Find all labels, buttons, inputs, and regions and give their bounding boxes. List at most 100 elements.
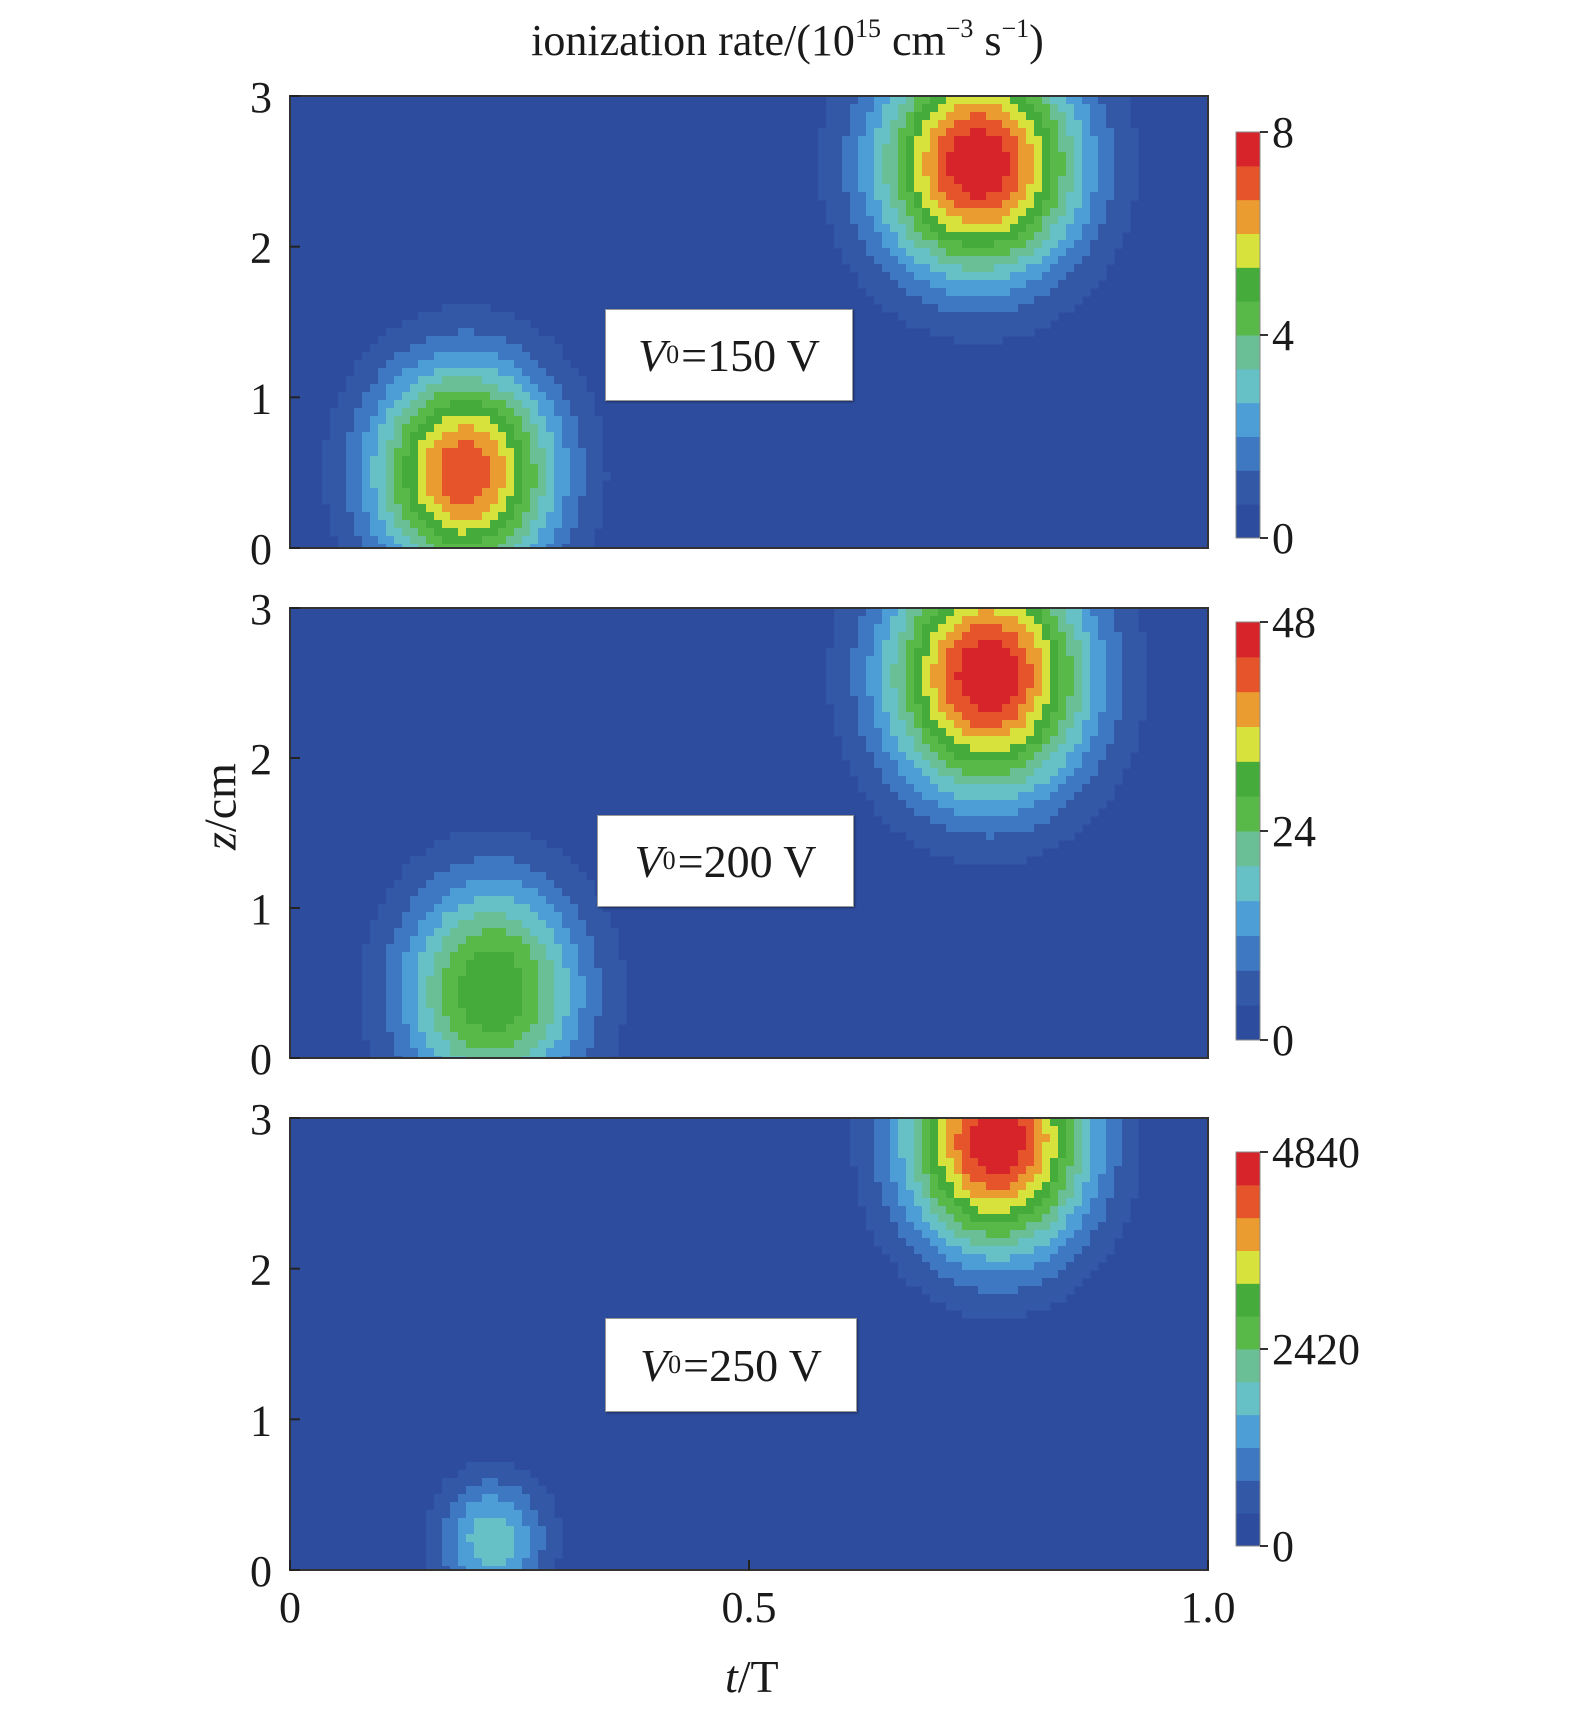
heatmap-cell <box>370 352 379 361</box>
heatmap-cell <box>890 1190 899 1199</box>
heatmap-cell <box>970 152 979 161</box>
heatmap-cell <box>418 1040 427 1049</box>
heatmap-cell <box>594 440 603 449</box>
heatmap-cell <box>994 96 1003 105</box>
heatmap-cell <box>498 1470 507 1479</box>
heatmap-cell <box>378 520 387 529</box>
heatmap-cell <box>1058 712 1067 721</box>
heatmap-cell <box>450 976 459 985</box>
heatmap-cell <box>986 768 995 777</box>
heatmap-cell <box>850 704 859 713</box>
heatmap-cell <box>418 872 427 881</box>
heatmap-cell <box>954 1166 963 1175</box>
heatmap-cell <box>1082 1142 1091 1151</box>
heatmap-cell <box>1098 648 1107 657</box>
heatmap-cell <box>1034 1230 1043 1239</box>
heatmap-cell <box>1018 776 1027 785</box>
heatmap-cell <box>426 1550 435 1559</box>
heatmap-cell <box>954 96 963 105</box>
heatmap-cell <box>970 1262 979 1271</box>
colorbar-segment <box>1236 233 1260 268</box>
heatmap-cell <box>874 1158 883 1167</box>
heatmap-cell <box>850 112 859 121</box>
heatmap-cell <box>338 520 347 529</box>
heatmap-cell <box>586 992 595 1001</box>
heatmap-cell <box>362 480 371 489</box>
heatmap-cell <box>858 1158 867 1167</box>
heatmap-cell <box>1018 200 1027 209</box>
heatmap-cell <box>906 616 915 625</box>
heatmap-cell <box>450 1502 459 1511</box>
heatmap-cell <box>1010 200 1019 209</box>
heatmap-cell <box>394 976 403 985</box>
heatmap-cell <box>834 208 843 217</box>
heatmap-cell <box>322 456 331 465</box>
heatmap-cell <box>930 680 939 689</box>
heatmap-cell <box>426 1526 435 1535</box>
heatmap-cell <box>1106 1182 1115 1191</box>
heatmap-cell <box>1002 640 1011 649</box>
heatmap-cell <box>530 1526 539 1535</box>
heatmap-cell <box>1058 752 1067 761</box>
heatmap-cell <box>1138 648 1147 657</box>
heatmap-cell <box>466 960 475 969</box>
heatmap-cell <box>1098 720 1107 729</box>
heatmap-cell <box>538 840 547 849</box>
heatmap-cell <box>346 416 355 425</box>
heatmap-cell <box>1074 128 1083 137</box>
heatmap-cell <box>1042 1142 1051 1151</box>
heatmap-cell <box>442 888 451 897</box>
heatmap-cell <box>1082 776 1091 785</box>
heatmap-cell <box>386 984 395 993</box>
heatmap-cell <box>906 792 915 801</box>
heatmap-cell <box>954 112 963 121</box>
heatmap-cell <box>490 1470 499 1479</box>
heatmap-cell <box>970 144 979 153</box>
heatmap-cell <box>554 520 563 529</box>
heatmap-cell <box>418 416 427 425</box>
heatmap-cell <box>442 480 451 489</box>
heatmap-cell <box>546 392 555 401</box>
heatmap-cell <box>946 736 955 745</box>
heatmap-cell <box>954 808 963 817</box>
heatmap-cell <box>866 712 875 721</box>
heatmap-cell <box>1034 1294 1043 1303</box>
heatmap-cell <box>1018 1254 1027 1263</box>
heatmap-cell <box>1018 1150 1027 1159</box>
heatmap-cell <box>490 408 499 417</box>
heatmap-cell <box>938 272 947 281</box>
heatmap-cell <box>474 1550 483 1559</box>
heatmap-cell <box>1074 1254 1083 1263</box>
heatmap-cell <box>546 424 555 433</box>
heatmap-cell <box>1026 288 1035 297</box>
heatmap-cell <box>1074 208 1083 217</box>
heatmap-cell <box>386 504 395 513</box>
heatmap-cell <box>922 808 931 817</box>
heatmap-cell <box>1018 616 1027 625</box>
heatmap-cell <box>1130 672 1139 681</box>
heatmap-cell <box>386 448 395 457</box>
heatmap-cell <box>474 432 483 441</box>
heatmap-cell <box>1034 160 1043 169</box>
y-axis-title: z/cm <box>194 763 246 850</box>
heatmap-cell <box>946 656 955 665</box>
heatmap-cell <box>1010 160 1019 169</box>
heatmap-cell <box>362 520 371 529</box>
heatmap-cell <box>418 1000 427 1009</box>
heatmap-cell <box>1002 112 1011 121</box>
heatmap-cell <box>954 1118 963 1127</box>
heatmap-cell <box>930 184 939 193</box>
heatmap-cell <box>1074 152 1083 161</box>
heatmap-cell <box>842 256 851 265</box>
heatmap-cell <box>506 1008 515 1017</box>
heatmap-cell <box>410 880 419 889</box>
heatmap-cell <box>426 544 435 549</box>
heatmap-cell <box>1034 208 1043 217</box>
heatmap-cell <box>410 952 419 961</box>
heatmap-cell <box>962 288 971 297</box>
heatmap-cell <box>1106 128 1115 137</box>
heatmap-cell <box>530 840 539 849</box>
heatmap-cell <box>386 424 395 433</box>
heatmap-cell <box>570 448 579 457</box>
heatmap-cell <box>514 984 523 993</box>
